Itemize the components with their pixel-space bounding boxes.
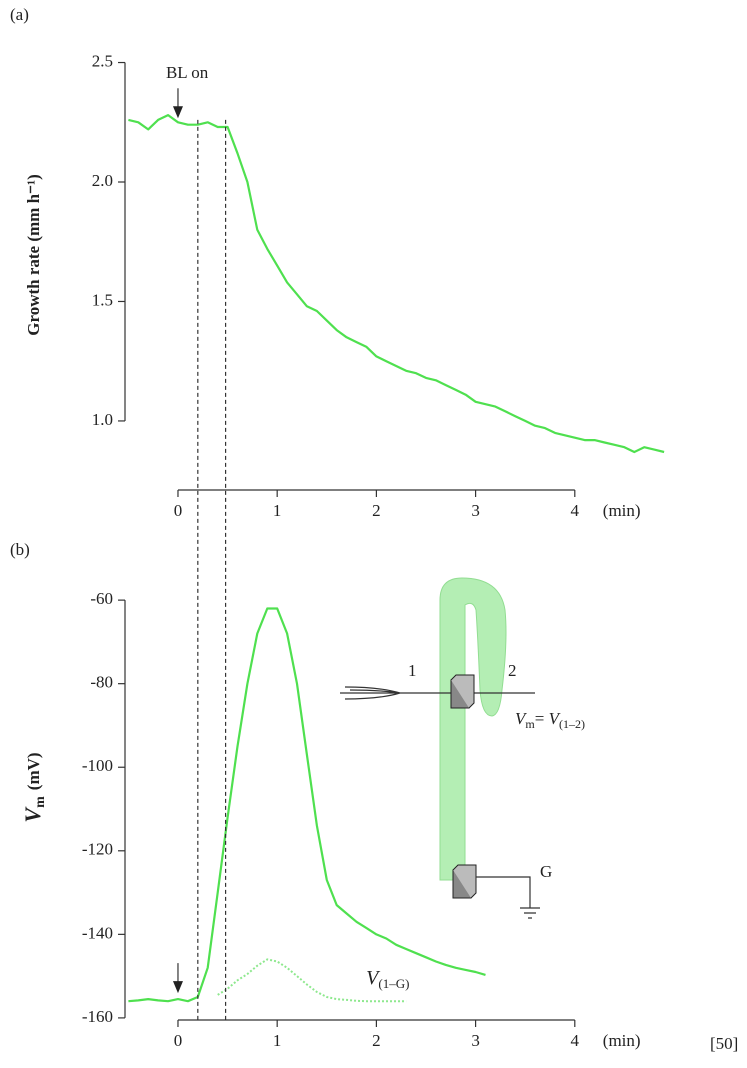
electrode-label: 2 [508, 661, 517, 680]
x-tick-label: 2 [372, 501, 381, 520]
ground-box-side [452, 864, 477, 899]
y-tick-label: -160 [82, 1007, 113, 1026]
arrow-head [172, 981, 183, 994]
x-tick-label: 0 [174, 501, 183, 520]
data-line [128, 114, 665, 454]
x-tick-label: 3 [471, 501, 480, 520]
eq-part: V [549, 709, 562, 728]
inset-diagram [340, 577, 540, 919]
y-label-part: (mV) [24, 752, 43, 790]
source: [50] [710, 1034, 738, 1053]
electrode-box-side [450, 674, 475, 709]
series-label-part: (1–G) [378, 976, 409, 991]
eq-part: = [535, 709, 549, 728]
x-tick-label: 4 [571, 1031, 580, 1050]
y-label-part: m [33, 796, 48, 808]
panel-label: (a) [10, 5, 29, 24]
y-label-part: V [20, 806, 45, 823]
y-axis-label: Vm (mV) [20, 752, 48, 822]
x-unit: (min) [603, 501, 641, 520]
x-tick-label: 2 [372, 1031, 381, 1050]
y-tick-label: -100 [82, 756, 113, 775]
annotation: BL on [166, 63, 209, 82]
x-tick-label: 1 [273, 501, 282, 520]
y-tick-label: 2.0 [92, 171, 113, 190]
y-axis-label: Growth rate (mm h⁻¹) [24, 174, 43, 336]
y-tick-label: 1.5 [92, 290, 113, 309]
equation: Vm= V(1–2) [515, 709, 585, 731]
eq-part: V [515, 709, 528, 728]
y-tick-label: -140 [82, 923, 113, 942]
y-tick-label: 2.5 [92, 51, 113, 70]
electrode-label: 1 [408, 661, 417, 680]
x-tick-label: 1 [273, 1031, 282, 1050]
y-tick-label: 1.0 [92, 410, 113, 429]
series-label: V(1–G) [366, 967, 409, 991]
x-unit: (min) [603, 1031, 641, 1050]
x-tick-label: 3 [471, 1031, 480, 1050]
ground-symbol [476, 876, 540, 919]
data-line [217, 958, 407, 1003]
electrode-wire [340, 686, 535, 700]
electrode-label: G [540, 862, 552, 881]
series-label-part: V [366, 967, 381, 989]
eq-part: m [525, 717, 535, 731]
y-tick-label: -80 [90, 673, 113, 692]
x-tick-label: 0 [174, 1031, 183, 1050]
eq-part: (1–2) [559, 717, 585, 731]
plant-tube [439, 577, 507, 881]
y-tick-label: -60 [90, 589, 113, 608]
arrow-head [172, 106, 183, 119]
y-tick-label: -120 [82, 840, 113, 859]
data-line [128, 607, 486, 1003]
panel-label: (b) [10, 540, 30, 559]
x-tick-label: 4 [571, 501, 580, 520]
